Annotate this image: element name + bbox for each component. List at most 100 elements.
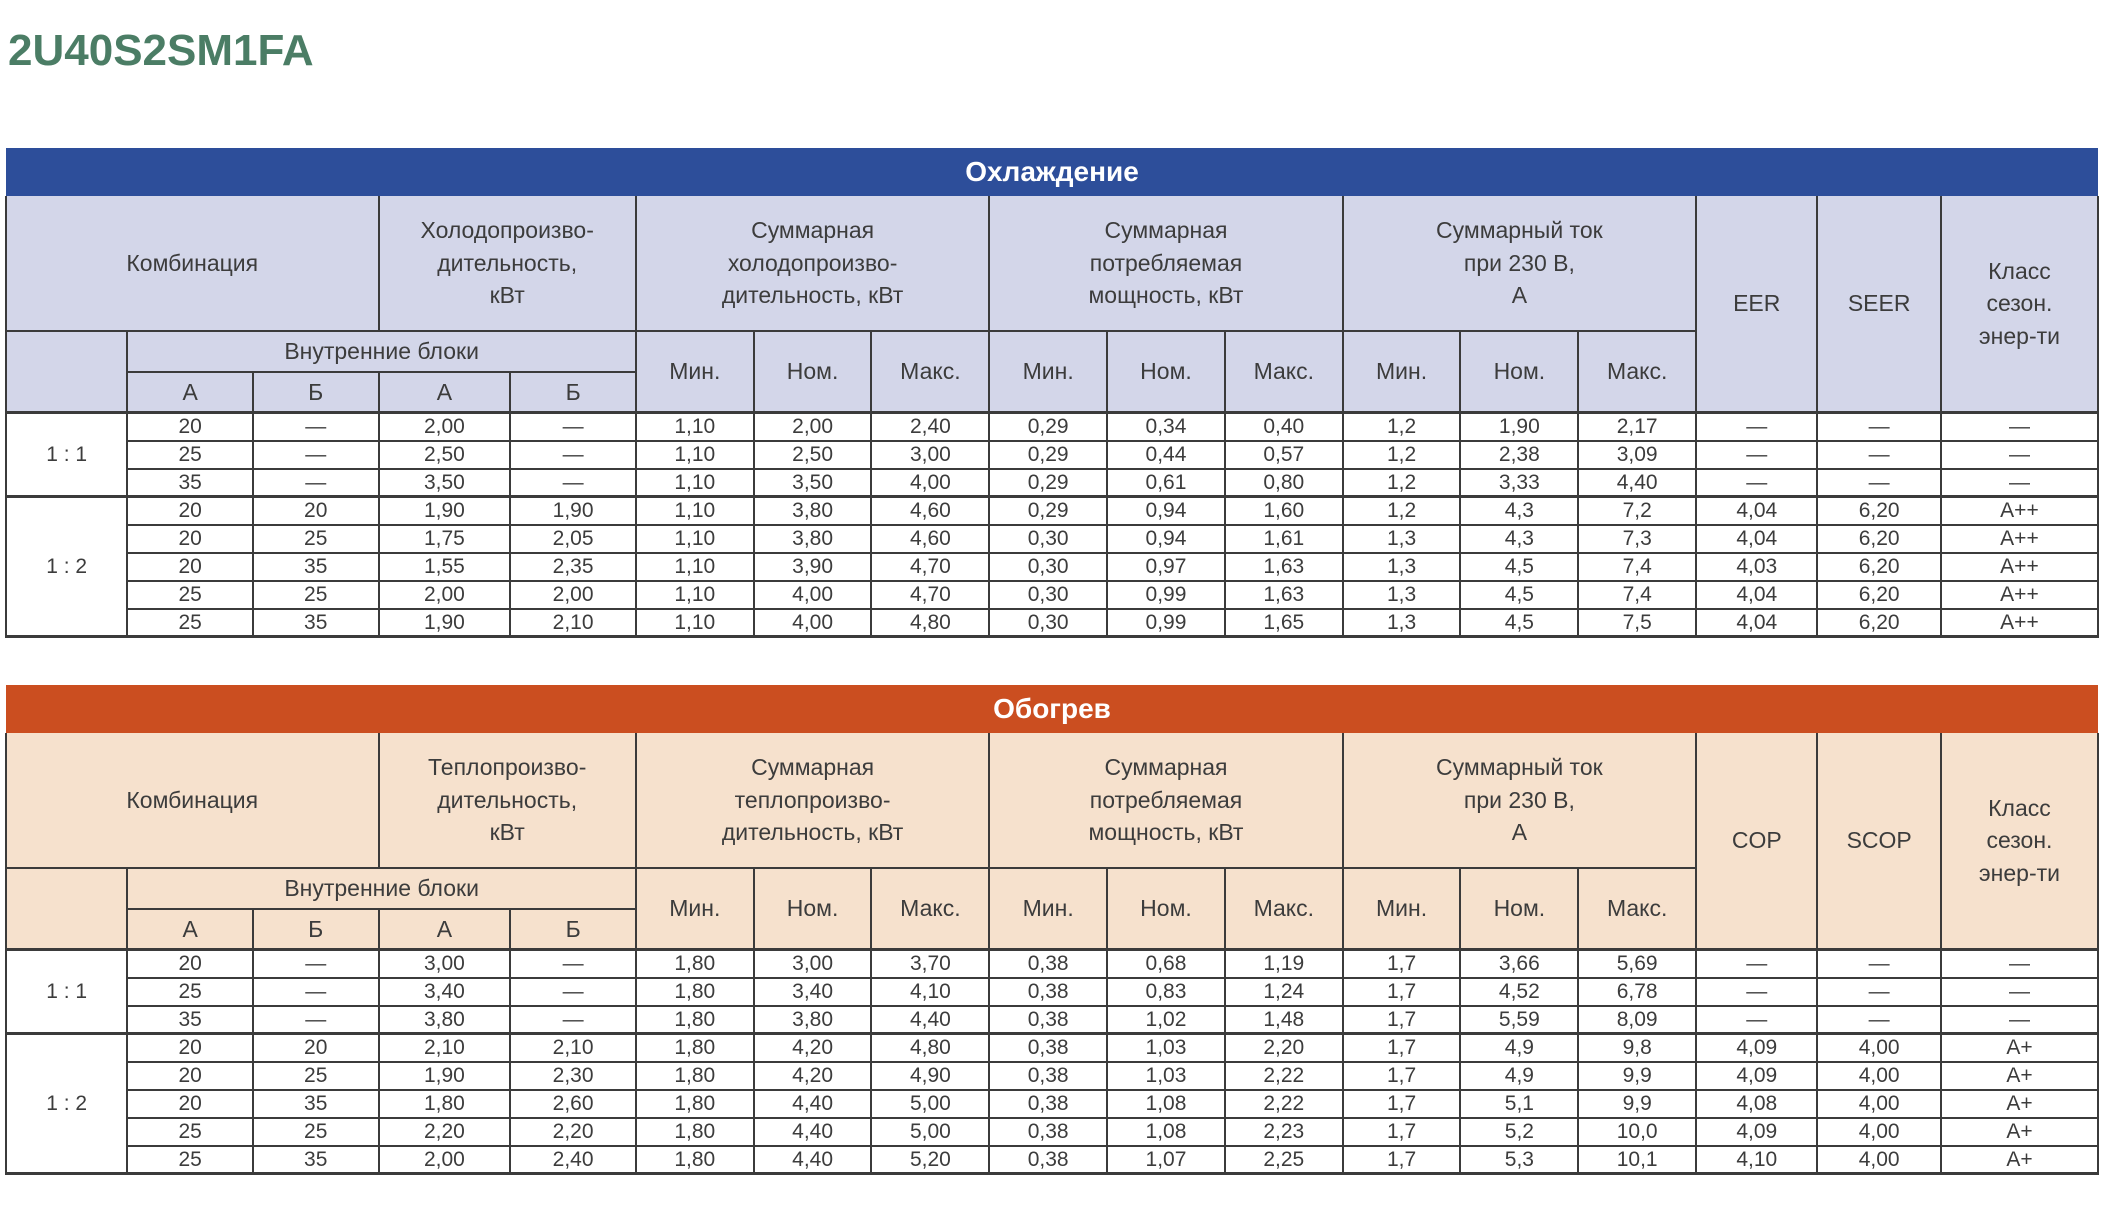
table-cell: 1,10 — [634, 439, 755, 470]
table-cell: 2,17 — [1577, 411, 1698, 442]
column-header-unit-a: А — [126, 908, 254, 951]
table-cell: 1,08 — [1106, 1088, 1226, 1119]
combination-ratio-cell: 1 : 2 — [4, 495, 129, 638]
table-cell: 25 — [126, 1144, 254, 1175]
column-header-unit-a: А — [377, 371, 512, 414]
table-row: 25—3,40—1,80 3,40 4,10 0,38 0,83 1,24 1,7 4,52 6… — [6, 976, 2100, 1007]
column-header-combination: Комбинация — [5, 733, 380, 869]
table-cell: 1,2 — [1341, 411, 1462, 442]
table-cell: — — [509, 439, 637, 470]
table-cell: 4,3 — [1459, 495, 1580, 526]
table-cell: A++ — [1939, 579, 2100, 610]
table-cell: 1,90 — [377, 1060, 512, 1091]
table-cell: 3,80 — [752, 495, 873, 526]
table-row: 25 25 2,20 2,20 1,80 4,40 5,00 0,38 1,08 2,23 1,7 5… — [6, 1116, 2100, 1147]
column-header-nom: Ном. — [1459, 867, 1580, 951]
table-cell: — — [1816, 439, 1942, 470]
table-row: 1 : 2 20 20 1,90 1,90 1,10 3,80 4,60 0,29 0,94 1,6… — [4, 495, 2100, 638]
table-cell: — — [1939, 1004, 2100, 1035]
heating-table-title: Обогрев — [6, 685, 2098, 733]
column-header-total-capacity: Суммарная холодопроизво- дительность, кВ… — [634, 196, 991, 332]
table-cell: 4,00 — [1816, 1144, 1942, 1175]
table-cell: 3,80 — [752, 523, 873, 554]
cooling-table-title: Охлаждение — [6, 148, 2098, 196]
table-cell: 5,59 — [1459, 1004, 1580, 1035]
table-cell: 3,50 — [377, 467, 512, 498]
column-header-min: Мин. — [1341, 867, 1462, 951]
column-header-capacity: Холодопроизво- дительность, кВт — [377, 196, 637, 332]
column-header-seer: SEER — [1816, 196, 1942, 414]
column-header-unit-b: Б — [251, 371, 380, 414]
table-cell: 0,57 — [1223, 439, 1344, 470]
column-header-unit-b: Б — [509, 908, 637, 951]
cooling-table: Охлаждение Комбинация Холодопроизво- дит… — [4, 148, 2100, 638]
table-cell: 1,7 — [1341, 1088, 1462, 1119]
table-cell: 25 — [251, 1060, 380, 1091]
column-header-max: Макс. — [1223, 867, 1344, 951]
table-cell: 0,29 — [988, 495, 1109, 526]
table-cell: 1,90 — [509, 495, 637, 526]
column-header-min: Мин. — [988, 867, 1109, 951]
table-cell: — — [1816, 1004, 1942, 1035]
table-cell: 5,69 — [1577, 948, 1698, 979]
table-cell: 1,2 — [1341, 467, 1462, 498]
table-cell: 1,10 — [634, 523, 755, 554]
table-cell: — — [251, 467, 380, 498]
table-cell: 4,5 — [1459, 551, 1580, 582]
column-header-capacity: Теплопроизво- дительность, кВт — [377, 733, 637, 869]
table-cell: — — [509, 411, 637, 442]
table-cell: 2,60 — [509, 1088, 637, 1119]
table-cell: 4,00 — [1816, 1088, 1942, 1119]
column-header-min: Мин. — [634, 330, 755, 414]
column-header-min: Мин. — [634, 867, 755, 951]
table-cell: 0,29 — [988, 411, 1109, 442]
table-cell: 4,70 — [870, 579, 991, 610]
table-cell: — — [1939, 467, 2100, 498]
table-cell: 6,20 — [1816, 579, 1942, 610]
table-cell: 20 — [126, 495, 254, 526]
table-cell: 20 — [251, 495, 380, 526]
column-header-indoor-units: Внутренние блоки — [126, 330, 637, 373]
table-cell: 1,2 — [1341, 439, 1462, 470]
table-cell: 1,7 — [1341, 1060, 1462, 1091]
table-cell: 1,7 — [1341, 1144, 1462, 1175]
table-cell: 2,25 — [1223, 1144, 1344, 1175]
table-cell: 1,7 — [1341, 1116, 1462, 1147]
table-cell: 4,00 — [1816, 1032, 1942, 1063]
table-cell: 25 — [126, 607, 254, 638]
table-cell: 4,20 — [752, 1060, 873, 1091]
table-cell: 25 — [251, 579, 380, 610]
cooling-table-body: 1 : 1 20—2,00—1,10 2,00 2,40 0,29 0,34 0,40 1,2… — [4, 411, 2100, 638]
table-row: 35—3,80—1,80 3,80 4,40 0,38 1,02 1,48 1,7 5,59 8… — [6, 1004, 2100, 1035]
table-cell: 1,10 — [634, 495, 755, 526]
table-cell: 6,20 — [1816, 495, 1942, 526]
table-cell: 35 — [251, 1088, 380, 1119]
table-cell: 1,48 — [1223, 1004, 1344, 1035]
column-header-min: Мин. — [988, 330, 1109, 414]
table-cell: 1,80 — [634, 1116, 755, 1147]
combination-ratio-cell: 1 : 1 — [4, 411, 129, 498]
column-header-max: Макс. — [1577, 330, 1698, 414]
column-header-nom: Ном. — [1106, 330, 1226, 414]
table-cell: 5,3 — [1459, 1144, 1580, 1175]
column-header-power-input: Суммарная потребляемая мощность, кВт — [988, 733, 1344, 869]
table-cell: — — [1939, 976, 2100, 1007]
table-cell: A+ — [1939, 1088, 2100, 1119]
table-cell: 0,94 — [1106, 495, 1226, 526]
table-cell: 1,90 — [377, 495, 512, 526]
table-cell: 4,00 — [752, 607, 873, 638]
table-row: 20 35 1,80 2,60 1,80 4,40 5,00 0,38 1,08 2,22 1,7 5… — [6, 1088, 2100, 1119]
table-cell: A+ — [1939, 1032, 2100, 1063]
table-cell: 0,38 — [988, 1144, 1109, 1175]
table-cell: 20 — [126, 1060, 254, 1091]
table-cell: 1,75 — [377, 523, 512, 554]
table-cell: 4,40 — [752, 1088, 873, 1119]
table-cell: — — [1695, 976, 1819, 1007]
heating-table: Обогрев Комбинация Теплопроизво- дительн… — [4, 685, 2100, 1175]
table-cell: 9,8 — [1577, 1032, 1698, 1063]
table-cell: — — [1939, 948, 2100, 979]
table-cell: 4,60 — [870, 495, 991, 526]
table-cell: 4,80 — [870, 607, 991, 638]
table-cell: 1,10 — [634, 607, 755, 638]
table-cell: — — [509, 467, 637, 498]
